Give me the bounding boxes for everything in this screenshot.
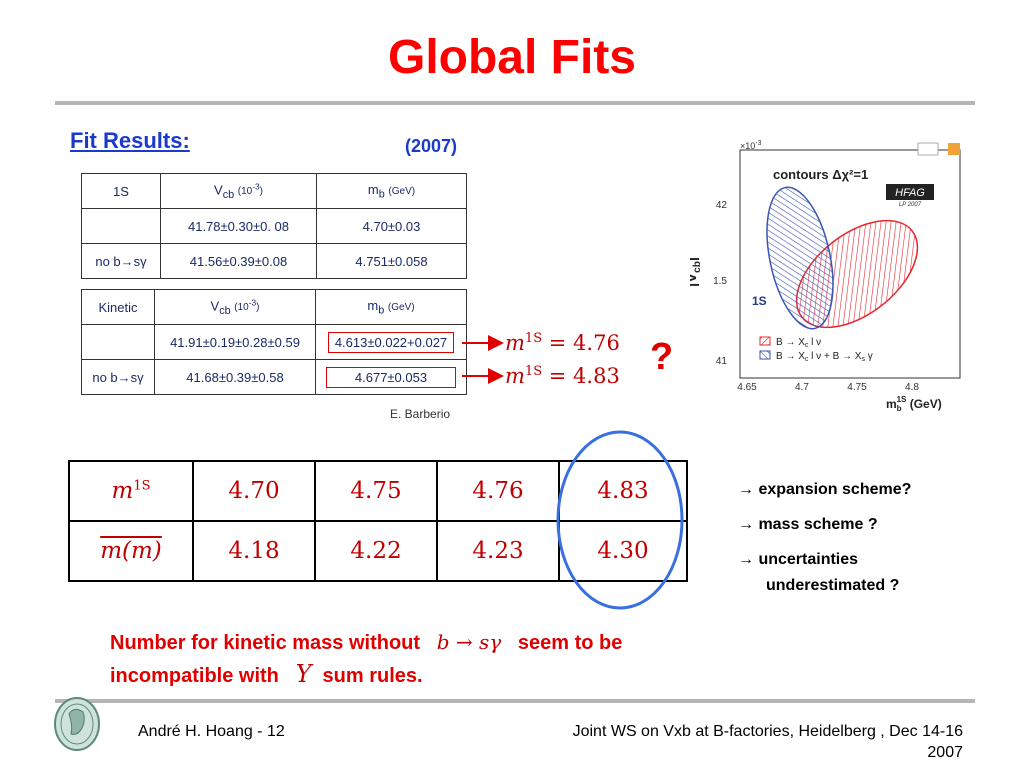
xtick: 4.65: [737, 382, 757, 393]
xtick: 4.8: [905, 382, 919, 393]
note-underestimated: underestimated ?: [766, 577, 900, 594]
xtick: 4.75: [847, 382, 867, 393]
blue-contour: [766, 186, 834, 330]
table-row: 41.78±0.30±0. 08 4.70±0.03: [81, 208, 467, 244]
plot-title: contours Δχ²=1: [773, 167, 868, 182]
svg-text:HFAG: HFAG: [895, 187, 925, 199]
footer-author: André H. Hoang - 12: [138, 723, 285, 740]
y-axis-label: |Vcb|: [690, 257, 703, 287]
x-axis-label: mb1S (GeV): [886, 395, 942, 413]
ytick: 1.5: [713, 276, 727, 287]
results-table-1s: 1S Vcb (10-3) mb (GeV) 41.78±0.30±0. 08 …: [81, 173, 467, 279]
question-mark: ?: [650, 336, 674, 378]
contour-plot: ×10-3 contours Δχ²=1 HFAG LP 2007 1S 42 …: [690, 140, 961, 413]
table-row: no b→sγ 41.68±0.39±0.58 4.677±0.053: [81, 359, 467, 395]
title-divider: [55, 101, 975, 105]
conclusion-text: Number for kinetic mass without b → sγ s…: [110, 630, 623, 688]
results-table-kinetic: Kinetic Vcb (10-3) mb (GeV) 41.91±0.19±0…: [81, 289, 467, 395]
legend-swatch-blue: [759, 350, 771, 360]
note-uncertainties: → uncertainties: [738, 551, 859, 568]
institute-logo-icon: [54, 697, 100, 751]
note-mass-scheme: → mass scheme ?: [738, 516, 878, 533]
footer-divider: [55, 699, 975, 703]
legend-swatch-red: [759, 336, 771, 346]
row-label: m(m): [68, 520, 194, 582]
exponent-label: ×10-3: [740, 140, 762, 151]
vcb-header: Vcb (10-3): [154, 289, 316, 325]
table-row: m(m) 4.18 4.22 4.23 4.30: [68, 520, 688, 582]
toolbar-icon: [917, 142, 939, 156]
note-expansion: → expansion scheme?: [738, 481, 912, 498]
table-row: 1S Vcb (10-3) mb (GeV): [81, 173, 467, 209]
arrow-label-2: m1S = 4.83: [505, 364, 620, 388]
scheme-cell: 1S: [81, 173, 161, 209]
row-label: m1S: [68, 460, 194, 522]
scheme-label: 1S: [752, 294, 767, 308]
ytick: 41: [716, 356, 728, 367]
ytick: 42: [716, 200, 728, 211]
table-row: m1S 4.70 4.75 4.76 4.83: [68, 460, 688, 522]
highlight-box: 4.677±0.053: [325, 366, 457, 388]
highlight-box: 4.613±0.022+0.027: [327, 331, 455, 353]
table-row: no b→sγ 41.56±0.39±0.08 4.751±0.058: [81, 243, 467, 279]
fit-results-heading: Fit Results:: [70, 128, 190, 153]
scheme-cell: Kinetic: [81, 289, 155, 325]
xtick: 4.7: [795, 382, 809, 393]
mb-header: mb (GeV): [316, 173, 467, 209]
highlight-ellipse: [556, 430, 684, 610]
legend-entry: B → Xc l ν + B → Xs γ: [776, 351, 873, 363]
svg-text:LP 2007: LP 2007: [899, 202, 922, 208]
table-row: 41.91±0.19±0.28±0.59 4.613±0.022+0.027: [81, 324, 467, 360]
footer-event: Joint WS on Vxb at B-factories, Heidelbe…: [572, 723, 963, 740]
footer-year: 2007: [927, 744, 963, 761]
credit-label: E. Barberio: [390, 407, 451, 421]
table-row: Kinetic Vcb (10-3) mb (GeV): [81, 289, 467, 325]
arrows: [462, 335, 504, 384]
arrow-label-1: m1S = 4.76: [505, 331, 620, 355]
mass-comparison-table: m1S 4.70 4.75 4.76 4.83 m(m) 4.18 4.22 4…: [68, 460, 688, 582]
year-label: (2007): [405, 136, 458, 156]
plot-frame: [739, 149, 961, 379]
hfag-badge: [886, 184, 934, 200]
slide-title: Global Fits: [387, 31, 636, 84]
toolbar-icon: [948, 143, 960, 155]
legend-entry: B → Xc l ν: [776, 337, 821, 349]
mb-header: mb (GeV): [315, 289, 467, 325]
vcb-header: Vcb (10-3): [160, 173, 317, 209]
